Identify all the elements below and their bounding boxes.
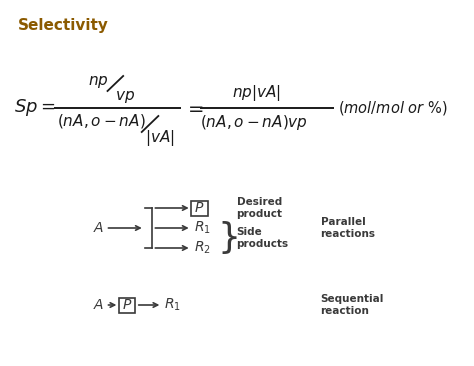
Text: $=$: $=$ bbox=[184, 98, 204, 117]
Text: Sequential
reaction: Sequential reaction bbox=[320, 294, 384, 316]
Text: $\it{np}|vA|$: $\it{np}|vA|$ bbox=[232, 83, 281, 103]
Text: $\it{R_2}$: $\it{R_2}$ bbox=[193, 240, 210, 256]
Text: $\it{P}$: $\it{P}$ bbox=[194, 201, 205, 215]
Text: $\it{R_1}$: $\it{R_1}$ bbox=[164, 297, 181, 313]
Text: $\}$: $\}$ bbox=[217, 220, 237, 257]
Text: $\it{np}$: $\it{np}$ bbox=[88, 74, 109, 90]
Text: $\it{A}$: $\it{A}$ bbox=[93, 221, 104, 235]
Text: Side
products: Side products bbox=[237, 227, 289, 249]
Text: $\it{A}$: $\it{A}$ bbox=[93, 298, 104, 312]
Text: $\it{(nA,o - nA)vp}$: $\it{(nA,o - nA)vp}$ bbox=[201, 112, 309, 131]
Text: $\it{Sp}=$: $\it{Sp}=$ bbox=[14, 97, 55, 119]
Text: $\it{P}$: $\it{P}$ bbox=[122, 298, 132, 312]
Text: $\it{|vA|}$: $\it{|vA|}$ bbox=[145, 128, 174, 148]
Text: $\it{(mol/mol\ or\ \%)}$: $\it{(mol/mol\ or\ \%)}$ bbox=[338, 99, 448, 117]
Text: $\it{(nA,o - nA)}$: $\it{(nA,o - nA)}$ bbox=[57, 112, 146, 130]
FancyBboxPatch shape bbox=[119, 298, 136, 313]
Text: Desired
product: Desired product bbox=[237, 197, 283, 219]
Text: $\it{R_1}$: $\it{R_1}$ bbox=[193, 220, 210, 236]
Text: Selectivity: Selectivity bbox=[18, 18, 109, 33]
FancyBboxPatch shape bbox=[191, 201, 208, 216]
Text: Parallel
reactions: Parallel reactions bbox=[320, 217, 375, 239]
Text: $\it{vp}$: $\it{vp}$ bbox=[115, 89, 136, 105]
